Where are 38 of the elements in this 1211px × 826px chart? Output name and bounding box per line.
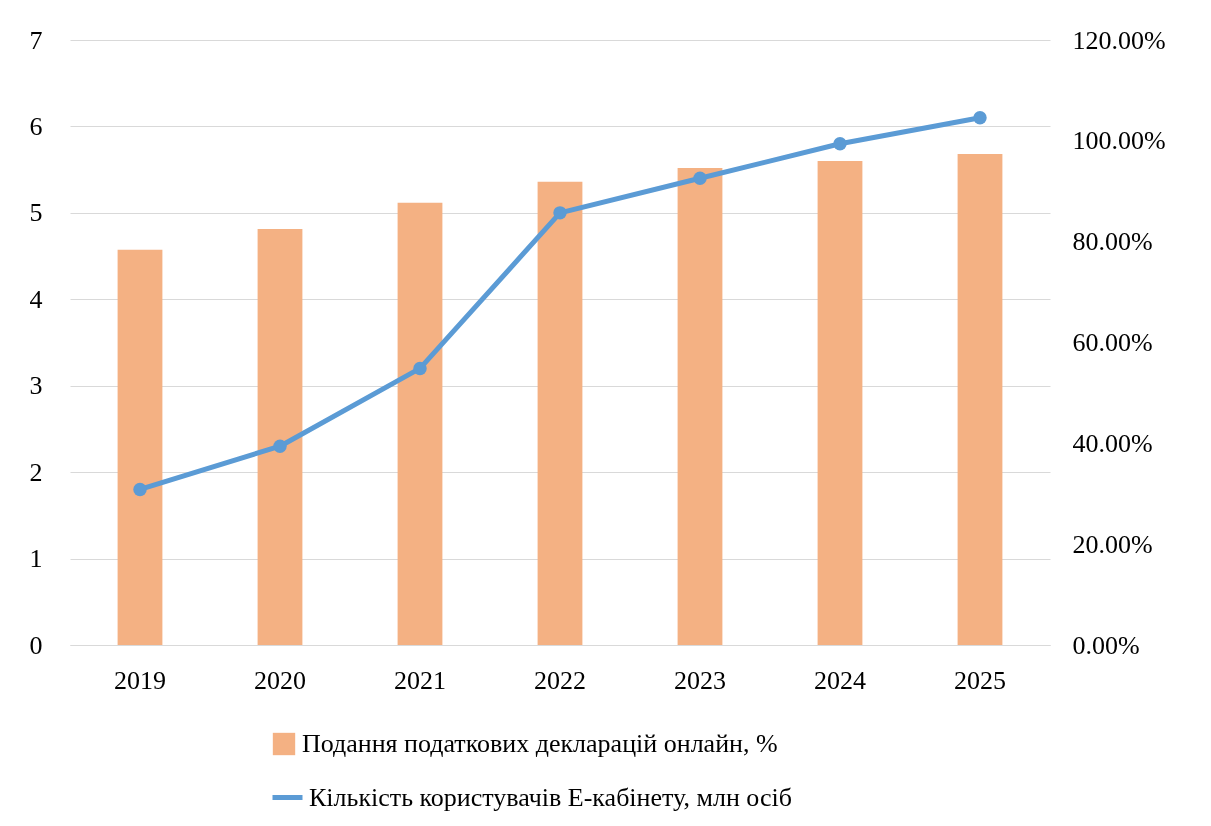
bar: [257, 229, 303, 645]
x-tick-label: 2022: [534, 665, 586, 695]
x-tick-label: 2023: [674, 665, 726, 695]
x-tick-label: 2024: [814, 665, 866, 695]
y-tick-label: 5: [29, 198, 43, 228]
y-tick-label: 2: [29, 457, 43, 487]
y2-tick-label: 120.00%: [1072, 25, 1166, 55]
bar: [117, 249, 163, 645]
y-tick-label: 7: [29, 25, 43, 55]
point: [413, 361, 427, 376]
y2-tick-label: 20.00%: [1072, 529, 1153, 559]
bar: [677, 168, 723, 645]
point: [693, 171, 707, 185]
legend-label: Подання податкових декларацій онлайн, %: [302, 729, 778, 758]
y2-tick-label: 100.00%: [1072, 126, 1166, 156]
y-tick-label: 4: [29, 284, 43, 314]
bar: [957, 153, 1003, 645]
x-tick-label: 2020: [254, 665, 306, 695]
y-tick-label: 6: [29, 111, 43, 141]
y2-tick-label: 0.00%: [1072, 630, 1140, 660]
y-tick-label: 0: [29, 630, 43, 660]
point: [133, 482, 147, 497]
x-tick-label: 2019: [114, 665, 166, 695]
x-tick-label: 2021: [394, 665, 446, 695]
bar: [397, 202, 443, 645]
y2-tick-label: 80.00%: [1072, 227, 1153, 257]
point: [973, 111, 987, 125]
point: [273, 439, 287, 453]
bar: [537, 181, 583, 645]
x-tick-label: 2025: [954, 665, 1006, 695]
legend-label: Кількість користувачів Е-кабінету, млн осіб: [309, 782, 792, 812]
y-tick-label: 3: [29, 371, 43, 401]
point: [553, 206, 567, 220]
y-tick-label: 1: [29, 544, 43, 574]
point: [833, 137, 847, 151]
y2-tick-label: 40.00%: [1072, 428, 1153, 458]
bar: [817, 161, 863, 645]
y2-tick-label: 60.00%: [1072, 328, 1153, 357]
